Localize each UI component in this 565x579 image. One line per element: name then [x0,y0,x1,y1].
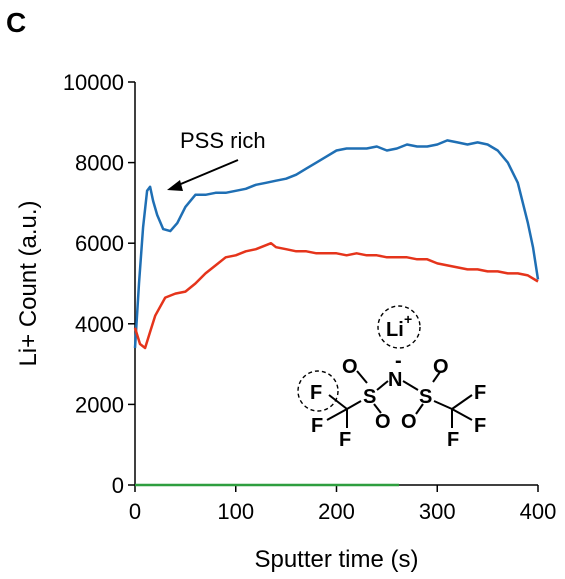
y-axis-title: Li+ Count (a.u.) [15,200,42,366]
atom-s2: S [419,386,432,408]
atom-f3: F [339,429,351,451]
series-line-0 [135,140,538,348]
y-tick-label: 8000 [75,151,124,176]
panel-label: C [6,7,26,38]
x-tick-label: 200 [318,499,355,524]
atom-f6: F [447,429,459,451]
y-tick-label: 2000 [75,392,124,417]
atom-f5: F [474,415,486,437]
x-tick-label: 400 [520,499,557,524]
series-line-1 [135,243,538,348]
x-tick-label: 0 [129,499,141,524]
litfsi-structure: Li + N - S S O O O O F F F F F F [298,306,486,451]
atom-o2: O [375,411,391,433]
atom-f2: F [311,415,323,437]
y-tick-label: 4000 [75,312,124,337]
atom-o4: O [401,411,417,433]
annotation-arrow [167,160,238,191]
atom-li: Li [386,319,404,341]
y-tick-label: 6000 [75,231,124,256]
y-tick-label: 10000 [63,70,124,95]
annotation-pss-rich: PSS rich [180,128,266,153]
atom-n: N [388,369,402,391]
atom-f4: F [474,382,486,404]
atom-o1: O [342,356,358,378]
y-tick-label: 0 [112,473,124,498]
atom-f1: F [310,382,322,404]
axes: 0 2000 4000 6000 8000 10000 0 100 200 300 400 Sputt… [15,70,556,573]
x-axis-title: Sputter time (s) [254,546,418,573]
li-charge: + [404,311,412,327]
atom-o3: O [433,356,449,378]
x-tick-label: 100 [217,499,254,524]
x-tick-label: 300 [419,499,456,524]
n-charge: - [395,350,402,372]
